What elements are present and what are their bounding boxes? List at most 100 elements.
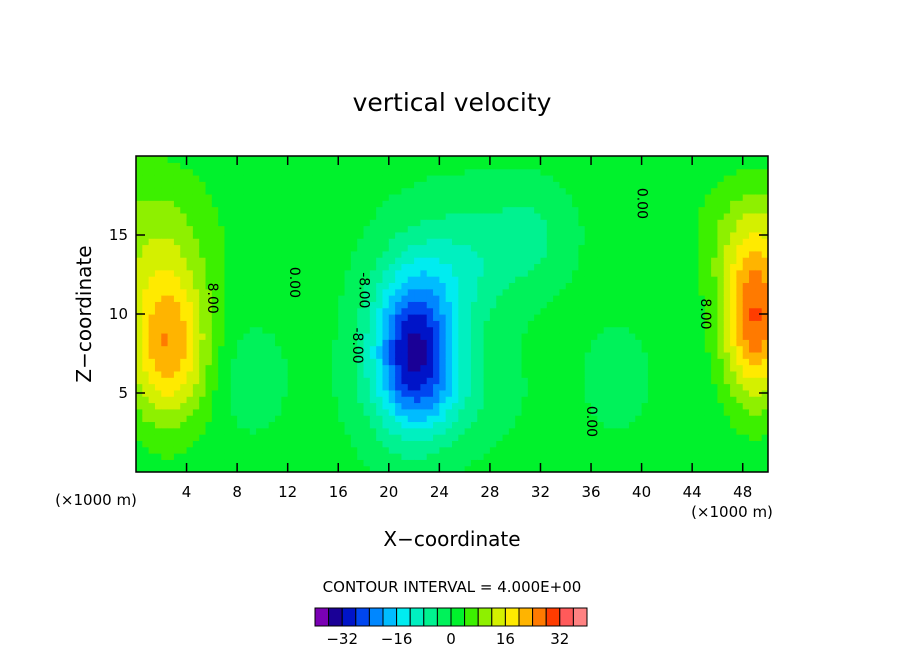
field-cell xyxy=(477,358,485,366)
field-cell xyxy=(452,225,459,233)
field-cell xyxy=(369,301,377,309)
field-cell xyxy=(540,465,548,472)
field-cell xyxy=(357,156,365,163)
field-cell xyxy=(546,168,554,176)
field-cell xyxy=(312,383,320,391)
field-cell xyxy=(742,427,750,435)
field-cell xyxy=(647,200,655,208)
field-cell xyxy=(142,269,150,277)
field-cell xyxy=(281,301,289,309)
field-cell xyxy=(218,446,226,454)
field-cell xyxy=(515,446,523,454)
field-cell xyxy=(540,415,548,423)
field-cell xyxy=(338,307,346,315)
field-cell xyxy=(565,307,573,315)
field-cell xyxy=(749,225,756,233)
field-cell xyxy=(692,383,700,391)
field-cell xyxy=(218,282,226,290)
field-cell xyxy=(414,446,421,454)
field-cell xyxy=(287,307,295,315)
field-cell xyxy=(685,465,693,472)
field-cell xyxy=(673,421,681,429)
field-cell xyxy=(622,421,630,429)
field-cell xyxy=(300,396,308,404)
field-cell xyxy=(515,459,523,467)
field-cell xyxy=(382,434,390,441)
field-cell xyxy=(502,427,510,435)
field-cell xyxy=(559,408,567,416)
field-cell xyxy=(749,238,756,246)
field-cell xyxy=(711,453,719,460)
field-cell xyxy=(736,231,744,239)
field-cell xyxy=(489,339,497,347)
field-cell xyxy=(755,250,763,258)
field-cell xyxy=(622,453,630,460)
field-cell xyxy=(148,156,156,163)
field-cell xyxy=(679,351,687,359)
field-cell xyxy=(496,187,504,195)
field-cell xyxy=(654,250,662,258)
field-cell xyxy=(401,225,409,233)
field-cell xyxy=(534,383,542,391)
field-cell xyxy=(496,358,504,366)
field-cell xyxy=(167,351,175,359)
field-cell xyxy=(470,314,478,321)
field-cell xyxy=(464,402,472,410)
field-cell xyxy=(445,345,453,353)
field-cell xyxy=(148,269,156,277)
field-cell xyxy=(540,358,548,366)
field-cell xyxy=(243,320,251,328)
field-cell xyxy=(294,396,301,404)
field-cell xyxy=(730,168,737,176)
field-cell xyxy=(262,402,270,410)
field-cell xyxy=(281,263,289,271)
field-cell xyxy=(572,225,579,233)
field-cell xyxy=(452,307,459,315)
field-cell xyxy=(673,231,681,239)
field-cell xyxy=(300,345,308,353)
field-cell xyxy=(736,364,744,372)
field-cell xyxy=(496,200,504,208)
field-cell xyxy=(534,339,542,347)
field-cell xyxy=(407,358,415,366)
field-cell xyxy=(287,358,295,366)
field-cell xyxy=(414,415,421,423)
field-cell xyxy=(369,377,377,385)
field-cell xyxy=(192,200,200,208)
field-cell xyxy=(477,200,485,208)
field-cell xyxy=(401,351,409,359)
field-cell xyxy=(445,206,453,214)
field-cell xyxy=(376,320,384,328)
field-cell xyxy=(199,181,207,189)
field-cell xyxy=(527,257,535,265)
field-cell xyxy=(508,332,516,340)
field-cell xyxy=(489,377,497,385)
field-cell xyxy=(218,396,226,404)
field-cell xyxy=(673,453,681,460)
field-cell xyxy=(515,301,523,309)
field-cell xyxy=(325,320,333,328)
field-cell xyxy=(546,396,554,404)
field-cell xyxy=(249,162,257,170)
field-cell xyxy=(306,351,314,359)
field-cell xyxy=(249,168,257,176)
field-cell xyxy=(401,181,409,189)
field-cell xyxy=(496,257,504,265)
field-cell xyxy=(628,314,636,321)
field-cell xyxy=(439,453,447,460)
field-cell xyxy=(616,187,624,195)
field-cell xyxy=(628,453,636,460)
field-cell xyxy=(698,377,706,385)
field-cell xyxy=(660,307,668,315)
field-cell xyxy=(433,206,440,214)
field-cell xyxy=(489,162,497,170)
field-cell xyxy=(464,206,472,214)
field-cell xyxy=(559,307,567,315)
field-cell xyxy=(199,244,207,252)
field-cell xyxy=(161,231,169,239)
field-cell xyxy=(382,453,390,460)
field-cell xyxy=(344,351,352,359)
field-cell xyxy=(300,402,308,410)
field-cell xyxy=(597,402,605,410)
field-cell xyxy=(717,383,725,391)
